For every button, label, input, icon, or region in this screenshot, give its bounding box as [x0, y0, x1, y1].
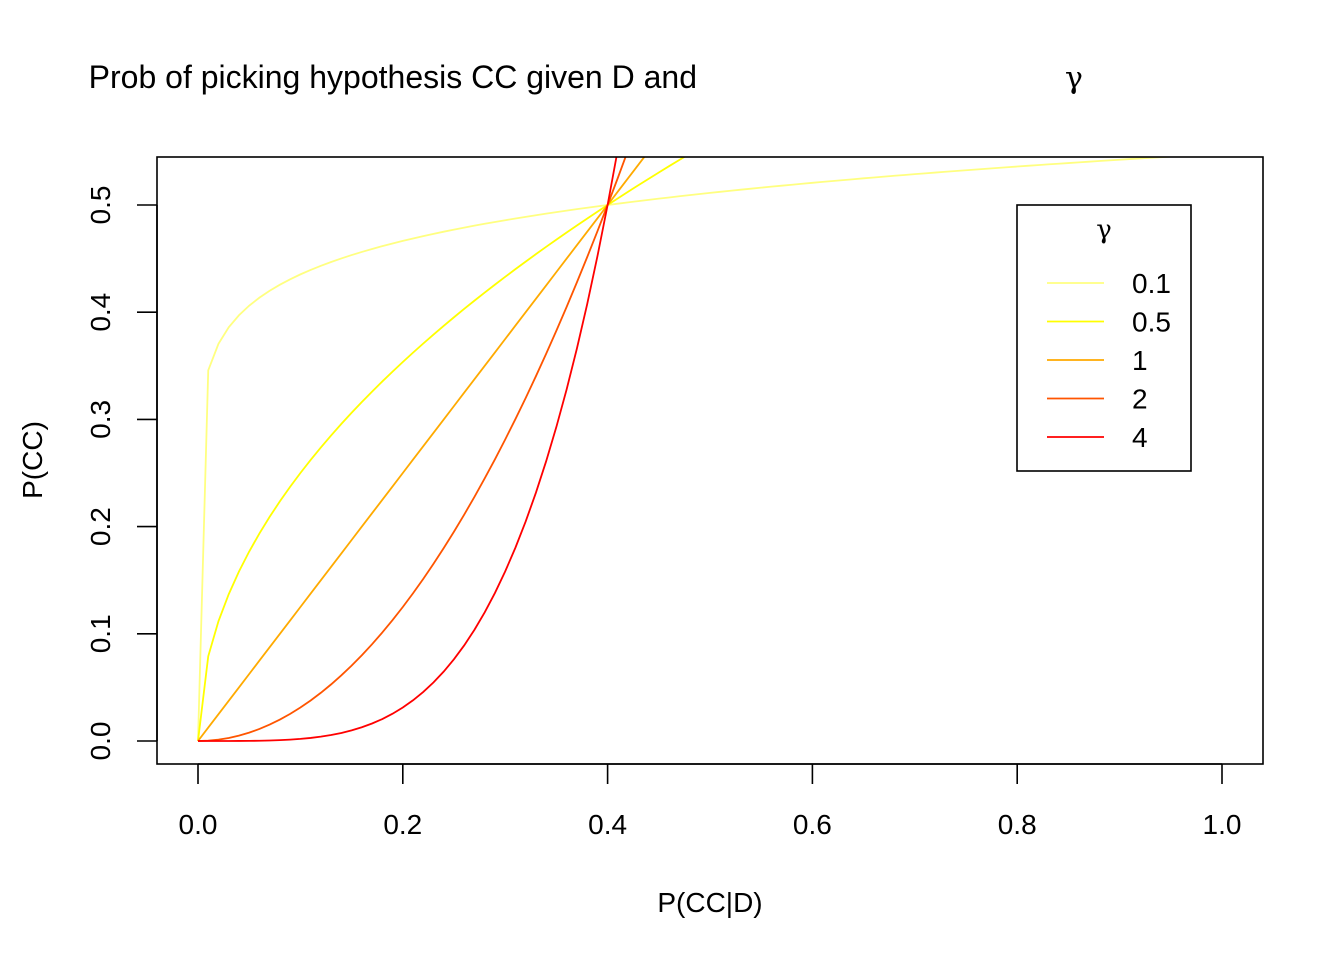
- series-line-2: [197, 157, 627, 742]
- legend-box: [1016, 204, 1192, 472]
- x-tick-label: 0.2: [383, 809, 422, 840]
- y-tick-label: 0.2: [85, 507, 116, 546]
- series-line-4: [198, 157, 618, 742]
- x-tick-label: 0.4: [588, 809, 627, 840]
- legend-label: 1: [1132, 345, 1148, 376]
- x-tick-label: 0.8: [998, 809, 1037, 840]
- series-lines: [197, 157, 1179, 742]
- y-tick-label: 0.1: [85, 614, 116, 653]
- legend-label: 0.1: [1132, 268, 1171, 299]
- legend-label: 2: [1132, 384, 1148, 415]
- y-tick-label: 0.3: [85, 400, 116, 439]
- x-tick-label: 0.0: [179, 809, 218, 840]
- y-tick-label: 0.4: [85, 293, 116, 332]
- y-axis-label: P(CC): [17, 421, 48, 499]
- x-tick-label: 1.0: [1203, 809, 1242, 840]
- series-line-0-5: [197, 157, 687, 742]
- legend-title: γ: [1096, 215, 1112, 245]
- y-tick-label: 0.0: [85, 722, 116, 761]
- legend-label: 0.5: [1132, 307, 1171, 338]
- x-tick-label: 0.6: [793, 809, 832, 840]
- chart-title-symbol: γ: [1065, 61, 1083, 96]
- x-axis: 0.0 0.2 0.4 0.6 0.8 1.0: [179, 763, 1242, 840]
- series-line-1: [197, 157, 646, 742]
- x-axis-label: P(CC|D): [657, 887, 762, 918]
- chart-title: Prob of picking hypothesis CC given D an…: [89, 59, 697, 95]
- y-tick-label: 0.5: [85, 186, 116, 225]
- legend: γ 0.1 0.5 1 2 4: [1016, 204, 1192, 472]
- series-line-0-1: [197, 157, 1179, 742]
- y-axis: 0.0 0.1 0.2 0.3 0.4 0.5: [85, 186, 158, 761]
- legend-label: 4: [1132, 422, 1148, 453]
